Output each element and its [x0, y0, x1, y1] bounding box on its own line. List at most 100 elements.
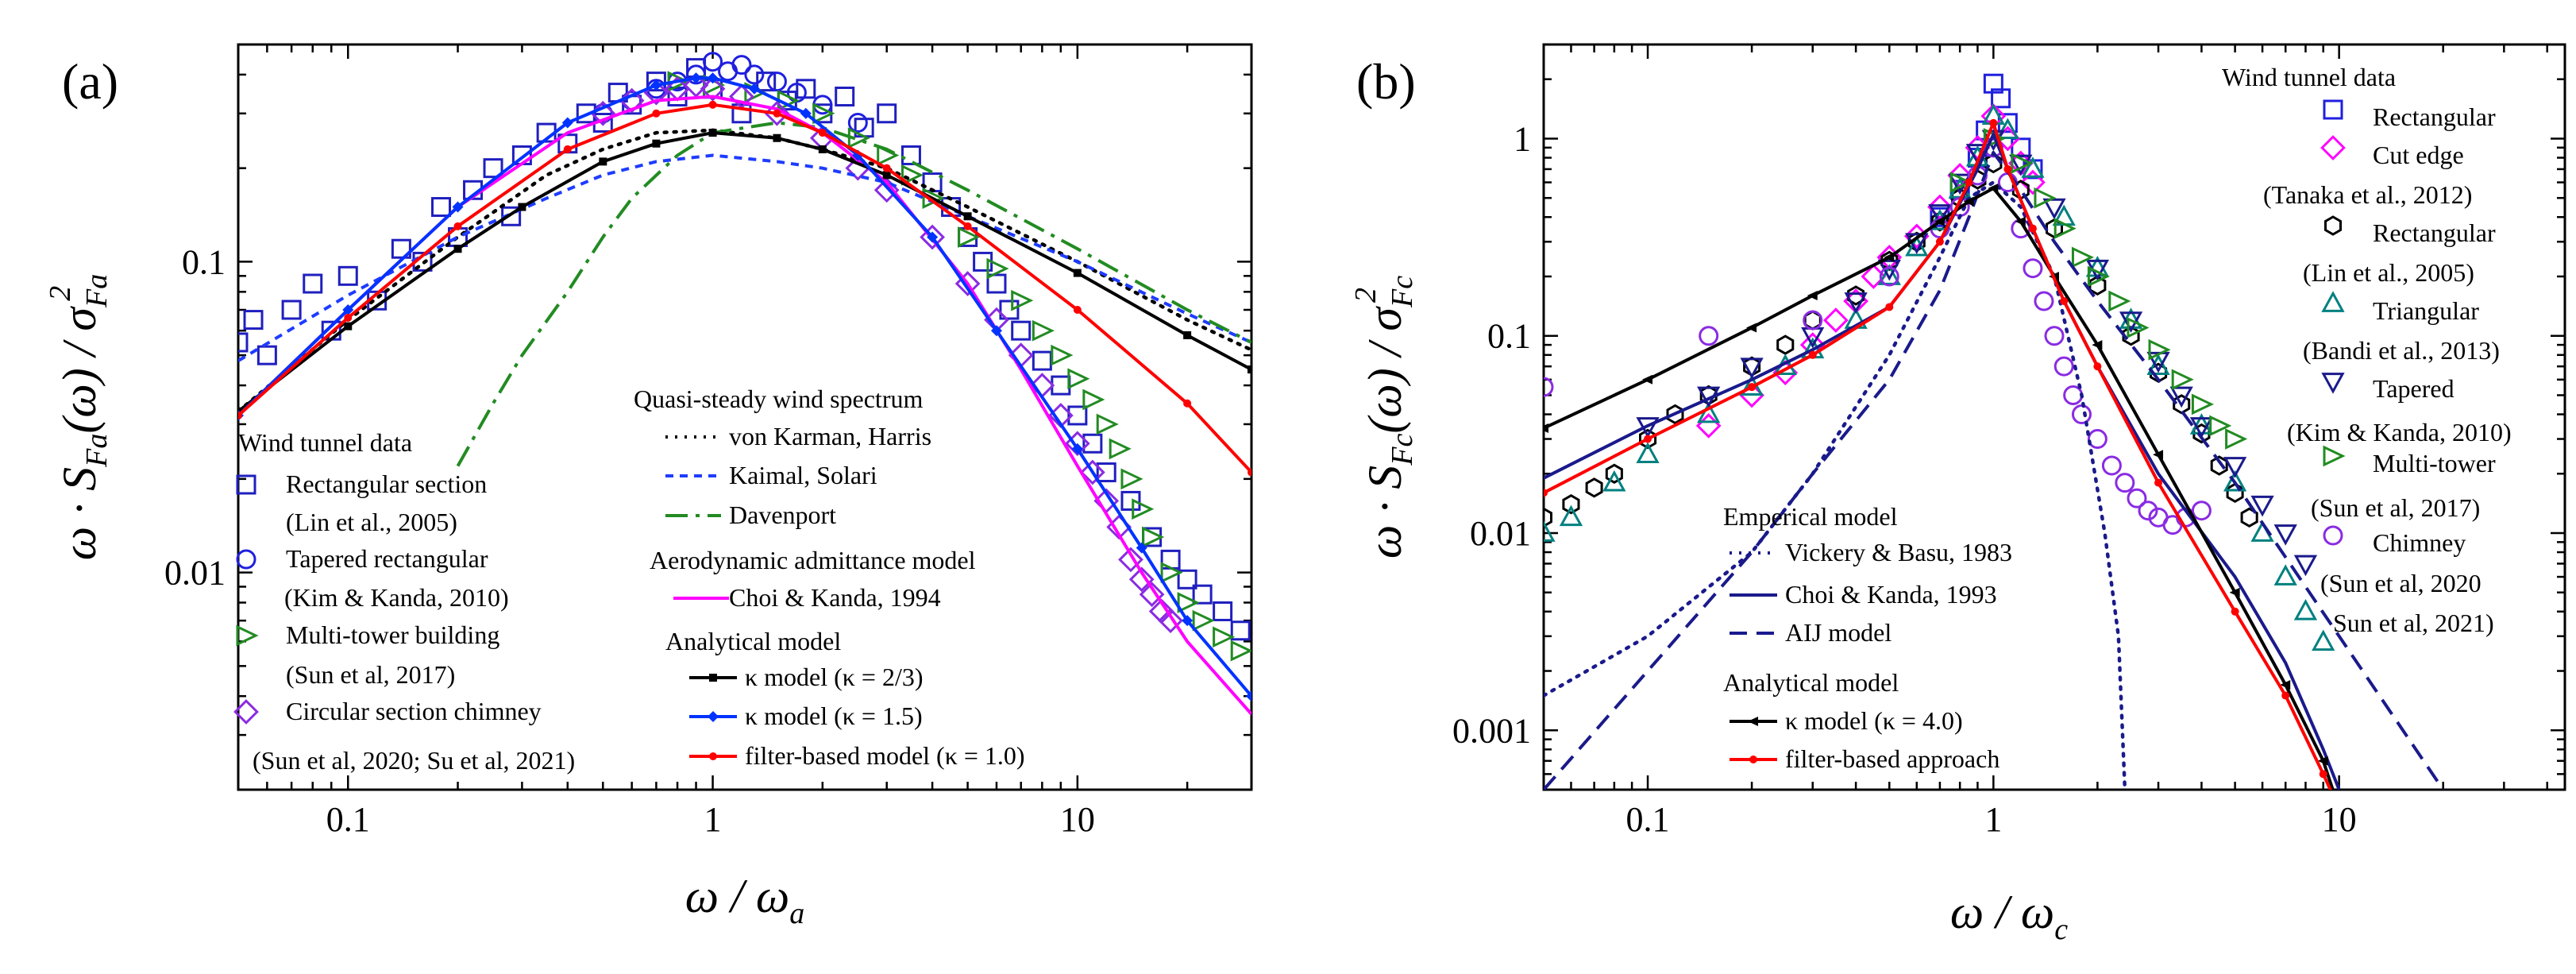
series-layer	[1544, 73, 2445, 790]
legend-swatch	[2320, 135, 2346, 160]
line-marker	[748, 83, 760, 95]
data-point	[847, 113, 868, 133]
legend-swatch	[2321, 291, 2345, 312]
panel-label: (b)	[1356, 53, 1416, 110]
axis-label-main: ω / ω	[685, 870, 789, 922]
y-tick-label: 0.1	[182, 242, 226, 281]
series-line	[238, 131, 1251, 413]
axis-label-main: ω · S	[1359, 466, 1411, 559]
x-axis-label: ω / ωc	[1950, 886, 2068, 946]
line-marker	[1807, 291, 1818, 301]
y-tick-label: 1	[1514, 119, 1531, 158]
line-marker	[707, 72, 719, 84]
data-point	[1158, 608, 1183, 634]
data-point	[1996, 118, 2020, 140]
data-point	[920, 224, 945, 250]
legend-label: Chimney	[2373, 528, 2466, 557]
legend-swatch	[236, 474, 256, 495]
data-point	[1192, 584, 1213, 605]
series-line	[238, 76, 1251, 698]
data-point	[2119, 307, 2143, 329]
data-point	[1585, 477, 1603, 498]
legend-swatch-marker	[709, 674, 717, 682]
data-point	[1032, 319, 1055, 342]
legend-swatch-marker	[708, 711, 719, 722]
legend-header: Quasi-steady wind spectrum	[634, 385, 923, 413]
x-tick-label: 0.1	[1626, 800, 1670, 839]
data-point	[1230, 620, 1251, 641]
line-marker	[344, 322, 353, 330]
y-tick-label: 0.01	[1470, 514, 1531, 553]
data-point	[1740, 358, 1764, 379]
data-point	[2189, 413, 2214, 435]
data-point	[2223, 470, 2247, 492]
data-point	[1983, 73, 2003, 94]
plot-frame	[1542, 43, 2566, 791]
data-point	[2127, 488, 2147, 508]
data-point	[2101, 455, 2122, 476]
data-point	[1544, 520, 1556, 542]
legend-header: Analytical model	[1723, 668, 1899, 697]
line-marker	[1935, 238, 1944, 246]
legend-label: Vickery & Basu, 1983	[1785, 538, 2012, 566]
line-marker	[1182, 615, 1194, 627]
line-marker	[599, 157, 607, 166]
legend-label: κ model (κ = 1.5)	[745, 702, 923, 730]
data-point	[2034, 291, 2054, 311]
line-marker	[882, 171, 891, 180]
data-point	[683, 72, 709, 99]
data-point	[2240, 507, 2258, 528]
legend-entry: Vickery & Basu, 1983	[1730, 538, 2012, 566]
axis-label-main: (ω) / σ	[1359, 306, 1411, 434]
data-point	[1177, 569, 1197, 589]
data-point	[1067, 405, 1088, 426]
legend-swatch-marker	[1749, 756, 1757, 763]
data-point	[2312, 629, 2335, 651]
data-point	[2189, 417, 2214, 439]
data-point	[2191, 393, 2215, 415]
data-point	[2034, 187, 2057, 209]
line-marker	[1248, 468, 1251, 477]
data-point	[764, 100, 790, 126]
line-marker	[1073, 269, 1082, 277]
line-marker	[690, 72, 702, 84]
legend-swatch	[236, 549, 256, 570]
legend-note: (Lin et al., 2005)	[286, 508, 457, 536]
line-marker	[818, 145, 827, 153]
data-point	[2148, 338, 2171, 361]
axis-label-subscript: a	[789, 897, 804, 930]
data-point	[986, 257, 1009, 280]
legend-entry: κ model (κ = 1.5)	[689, 702, 923, 730]
data-point	[2011, 153, 2034, 174]
data-point	[1118, 547, 1143, 573]
line-marker	[1988, 183, 1999, 193]
legend-entry: Cut edge (Tanaka et al., 2012)	[2263, 135, 2472, 209]
axis-label-subscript: c	[2054, 913, 2068, 946]
data-point	[756, 72, 777, 92]
axis-label-subscript: Fc	[1386, 276, 1419, 308]
legend-label: κ model (κ = 4.0)	[1785, 706, 1963, 735]
data-point	[2063, 385, 2084, 405]
legend-label: Kaimal, Solari	[729, 461, 877, 489]
data-point	[2020, 169, 2046, 195]
line-marker	[927, 231, 939, 243]
data-point	[1562, 493, 1580, 515]
series-line	[1544, 180, 2127, 790]
legend-label: Choi & Kanda, 1993	[1785, 580, 1997, 609]
line-marker	[963, 212, 972, 221]
legend-label: Rectangular	[2373, 218, 2496, 247]
line-marker	[1644, 435, 1652, 443]
legend-header: Aerodynamic admittance model	[650, 546, 976, 574]
line-marker	[2280, 680, 2291, 690]
legend-swatch	[2323, 445, 2346, 467]
line-marker	[2093, 362, 2102, 371]
x-tick-label: 10	[1060, 800, 1095, 839]
data-point	[700, 75, 726, 102]
legend-swatch	[2323, 525, 2343, 546]
series-line	[1544, 187, 2335, 790]
line-marker	[1183, 399, 1192, 408]
legend-header: Wind tunnel data	[238, 428, 412, 457]
